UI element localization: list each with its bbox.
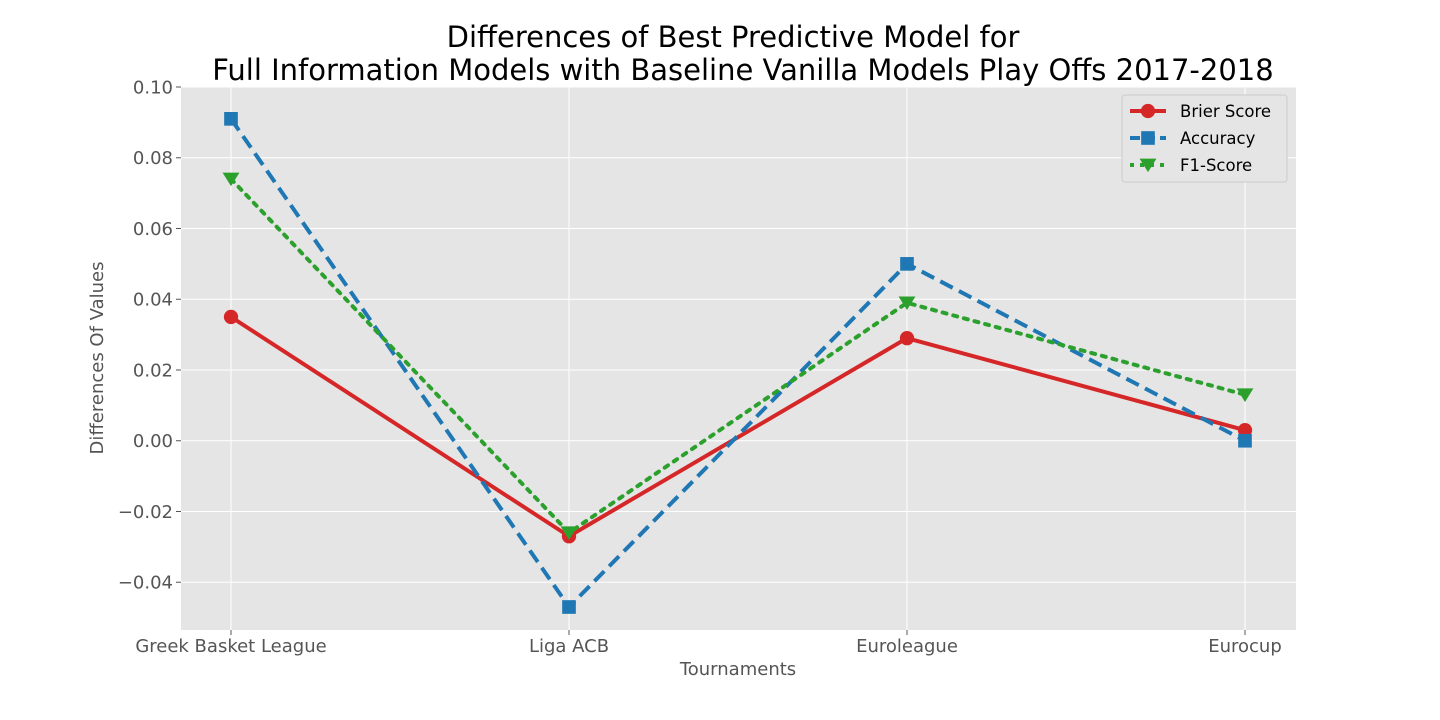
- series-f1-score: [222, 172, 1254, 540]
- y-tick-label: 0.04: [133, 290, 173, 311]
- data-point-brier-score: [223, 309, 239, 325]
- data-point-f1-score: [1236, 388, 1254, 402]
- chart-title-line-2: Full Information Models with Baseline Va…: [212, 53, 1273, 87]
- data-point-f1-score: [898, 296, 916, 310]
- data-point-accuracy: [562, 600, 576, 614]
- series-accuracy: [224, 112, 1252, 614]
- y-tick-labels: −0.04 −0.02 0.00 0.02 0.04 0.06 0.08 0.10: [118, 78, 181, 594]
- y-tick-label: −0.04: [118, 573, 173, 594]
- y-tick-label: 0.10: [133, 78, 173, 99]
- x-axis-label: Tournaments: [679, 659, 796, 680]
- plot-area: [181, 87, 1296, 630]
- legend-box: [1121, 94, 1288, 183]
- legend-label-accuracy: Accuracy: [1180, 129, 1256, 148]
- y-tick-label: 0.06: [133, 219, 173, 240]
- data-point-brier-score: [899, 331, 915, 346]
- x-tick-label: Liga ACB: [529, 636, 609, 657]
- y-tick-label: 0.08: [133, 148, 173, 169]
- data-point-f1-score: [560, 526, 578, 540]
- legend-label-f1-score: F1-Score: [1180, 156, 1252, 175]
- chart-title-line-1: Differences of Best Predictive Model for: [447, 20, 1020, 54]
- legend-marker-f1-score: [1139, 158, 1157, 173]
- data-point-accuracy: [1238, 433, 1252, 448]
- x-tick-labels: Greek Basket League Liga ACB Euroleague Eur…: [135, 630, 1282, 657]
- x-tick-label: Eurocup: [1208, 636, 1282, 657]
- legend-marker-accuracy: [1141, 131, 1155, 145]
- series-line-brier-score: [229, 315, 1246, 539]
- legend-item-f1-score: F1-Score: [1130, 156, 1252, 175]
- y-tick-label: 0.02: [133, 360, 173, 381]
- legend-item-accuracy: Accuracy: [1130, 129, 1256, 148]
- series-lines: [222, 112, 1254, 614]
- data-point-accuracy: [224, 112, 238, 126]
- y-tick-label: −0.02: [118, 502, 173, 523]
- data-point-f1-score: [222, 172, 240, 187]
- y-axis-label: Differences Of Values: [87, 262, 108, 455]
- data-point-brier-score: [1237, 422, 1253, 438]
- series-line-accuracy: [229, 117, 1246, 610]
- y-tick-label: 0.00: [133, 431, 173, 452]
- series-line-f1-score: [229, 176, 1247, 535]
- legend: Brier Score Accuracy F1-Score: [1121, 94, 1288, 183]
- legend-marker-brier-score: [1140, 103, 1156, 119]
- legend-label-brier-score: Brier Score: [1180, 102, 1271, 121]
- data-point-accuracy: [900, 257, 914, 271]
- legend-item-brier-score: Brier Score: [1130, 102, 1271, 121]
- x-tick-label: Greek Basket League: [135, 636, 326, 657]
- x-tick-label: Euroleague: [856, 636, 958, 657]
